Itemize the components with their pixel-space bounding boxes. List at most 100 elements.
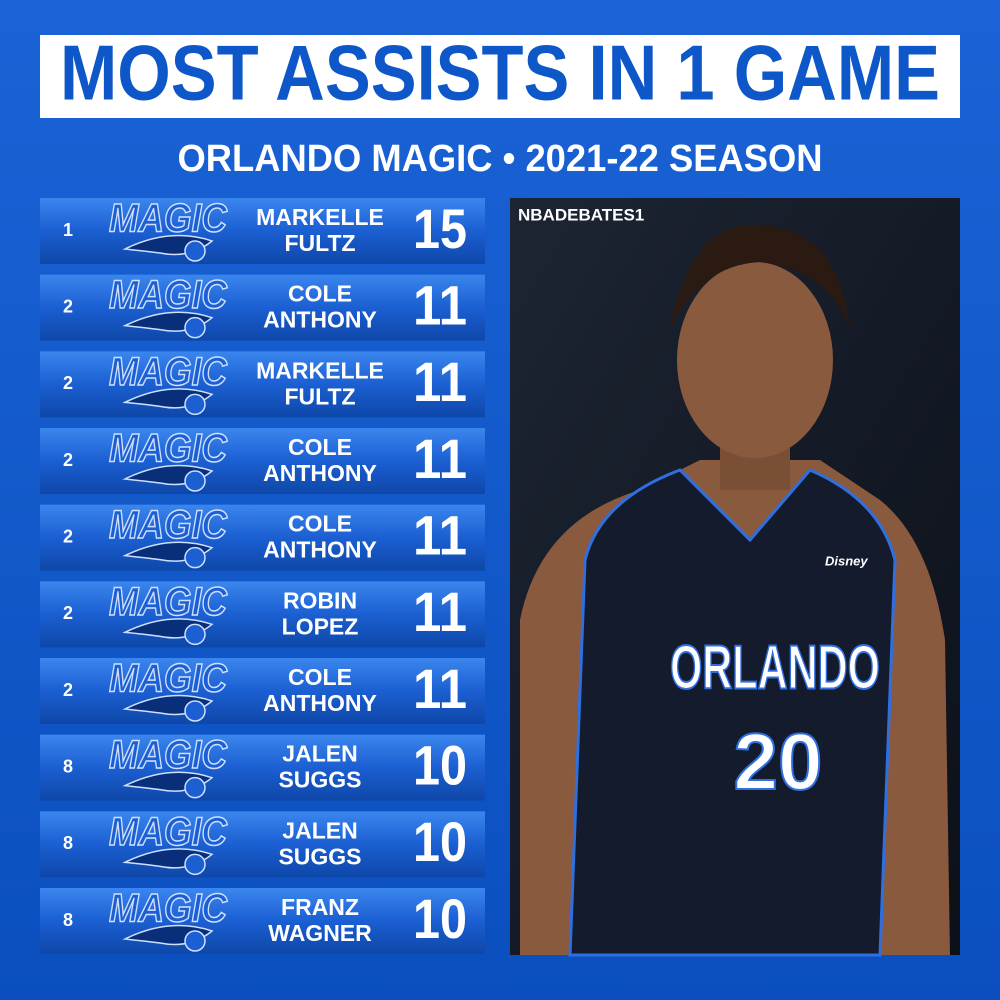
player-first-name: MARKELLE bbox=[256, 357, 384, 383]
title: MOST ASSISTS IN 1 GAME bbox=[60, 29, 940, 117]
player-first-name: COLE bbox=[288, 511, 352, 537]
player-last-name: WAGNER bbox=[268, 920, 372, 946]
player-last-name: SUGGS bbox=[278, 843, 361, 869]
team-logo: MAGIC bbox=[108, 809, 229, 876]
player-first-name: ROBIN bbox=[283, 587, 357, 613]
player-last-name: ANTHONY bbox=[263, 690, 377, 716]
assists: 11 bbox=[413, 657, 467, 720]
player-head bbox=[677, 262, 833, 458]
assists: 10 bbox=[413, 887, 467, 950]
photo-credit: NBADEBATES1 bbox=[518, 205, 644, 224]
logo-ball bbox=[184, 470, 206, 492]
jersey-city: ORLANDO bbox=[670, 633, 880, 702]
logo-ball bbox=[184, 393, 206, 416]
logo-ball bbox=[184, 776, 206, 799]
team-logo: MAGIC bbox=[108, 426, 229, 492]
logo-text: MAGIC bbox=[109, 273, 228, 317]
rank: 2 bbox=[63, 603, 73, 623]
player-first-name: COLE bbox=[288, 664, 352, 690]
row-background bbox=[40, 811, 485, 878]
assists: 11 bbox=[413, 273, 467, 336]
player-last-name: SUGGS bbox=[278, 767, 361, 793]
jersey-sponsor: Disney bbox=[825, 553, 868, 568]
player-hair bbox=[670, 224, 850, 330]
player-last-name: FULTZ bbox=[284, 383, 355, 409]
logo-text: MAGIC bbox=[109, 197, 228, 241]
player-first-name: JALEN bbox=[282, 817, 357, 843]
title-box bbox=[40, 35, 960, 118]
rank: 2 bbox=[63, 296, 73, 316]
rank: 8 bbox=[63, 833, 73, 853]
team-logo: MAGIC bbox=[108, 656, 229, 722]
row-background bbox=[40, 428, 485, 494]
logo-ball bbox=[184, 700, 206, 722]
team-logo: MAGIC bbox=[108, 502, 229, 569]
rank: 8 bbox=[63, 756, 73, 776]
assists: 11 bbox=[413, 580, 467, 643]
logo-ball bbox=[184, 930, 206, 952]
team-logo: MAGIC bbox=[108, 196, 229, 262]
logo-text: MAGIC bbox=[109, 733, 228, 777]
logo-ball bbox=[184, 546, 206, 569]
player-first-name: COLE bbox=[288, 281, 352, 307]
rank: 2 bbox=[63, 450, 73, 470]
player-last-name: FULTZ bbox=[284, 230, 355, 256]
row-background bbox=[40, 581, 485, 648]
assists: 15 bbox=[413, 197, 467, 260]
rank: 2 bbox=[63, 526, 73, 546]
team-logo: MAGIC bbox=[108, 579, 229, 646]
player-last-name: ANTHONY bbox=[263, 460, 377, 486]
assists: 10 bbox=[413, 810, 467, 873]
team-logo: MAGIC bbox=[108, 349, 229, 416]
player-last-name: ANTHONY bbox=[263, 537, 377, 563]
logo-text: MAGIC bbox=[109, 657, 228, 701]
logo-text: MAGIC bbox=[109, 503, 228, 547]
player-last-name: ANTHONY bbox=[263, 307, 377, 333]
assists: 11 bbox=[413, 350, 467, 413]
player-jersey bbox=[568, 468, 897, 957]
player-first-name: JALEN bbox=[282, 741, 357, 767]
row-background bbox=[40, 888, 485, 954]
logo-ball bbox=[184, 853, 206, 876]
player-first-name: COLE bbox=[288, 434, 352, 460]
team-logo: MAGIC bbox=[108, 272, 229, 339]
row-background bbox=[40, 734, 485, 801]
team-logo: MAGIC bbox=[108, 886, 229, 952]
jersey-number: 20 bbox=[734, 717, 823, 806]
logo-ball bbox=[184, 240, 206, 262]
logo-text: MAGIC bbox=[109, 887, 228, 931]
player-last-name: LOPEZ bbox=[282, 613, 359, 639]
row-background bbox=[40, 658, 485, 724]
logo-text: MAGIC bbox=[109, 427, 228, 471]
assists: 10 bbox=[413, 733, 467, 796]
logo-text: MAGIC bbox=[109, 350, 228, 394]
player-first-name: MARKELLE bbox=[256, 204, 384, 230]
rank: 2 bbox=[63, 373, 73, 393]
player-first-name: FRANZ bbox=[281, 894, 359, 920]
row-background bbox=[40, 351, 485, 418]
photo: NBADEBATES1 Disney ORLANDO 20 bbox=[510, 198, 960, 957]
logo-ball bbox=[184, 316, 206, 339]
row-background bbox=[40, 504, 485, 571]
rank: 2 bbox=[63, 680, 73, 700]
logo-text: MAGIC bbox=[109, 580, 228, 624]
assists: 11 bbox=[413, 427, 467, 490]
row-background bbox=[40, 198, 485, 264]
rank: 8 bbox=[63, 910, 73, 930]
subtitle: ORLANDO MAGIC • 2021-22 SEASON bbox=[178, 138, 823, 180]
team-logo: MAGIC bbox=[108, 732, 229, 799]
logo-text: MAGIC bbox=[109, 810, 228, 854]
row-background bbox=[40, 274, 485, 341]
